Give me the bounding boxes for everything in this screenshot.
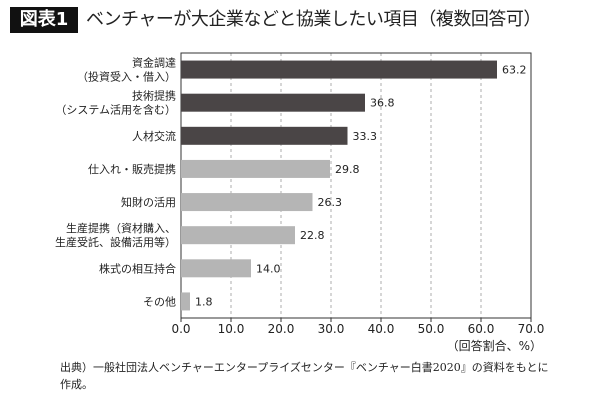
data-label: 22.8 [300, 229, 325, 242]
data-label: 14.0 [256, 262, 281, 275]
data-label: 33.3 [353, 130, 378, 143]
category-label: 仕入れ・販売提携 [88, 162, 176, 176]
bar [181, 60, 497, 79]
x-axis-label: （回答割合、%） [446, 339, 542, 353]
category-label: 資金調達 [132, 56, 176, 70]
category-label: 技術提携 [132, 89, 176, 103]
plot-frame [180, 52, 532, 319]
chart-title: ベンチャーが大企業などと協業したい項目（複数回答可） [86, 9, 541, 30]
category-label: 生産受託、設備活用等） [55, 235, 176, 249]
bar [181, 259, 251, 278]
bar [181, 292, 190, 311]
x-tick-label: 70.0 [518, 322, 545, 336]
x-tick-label: 60.0 [468, 322, 495, 336]
x-tick-label: 0.0 [171, 322, 190, 336]
bar [181, 193, 313, 212]
category-label: 知財の活用 [121, 195, 176, 209]
x-tick-label: 20.0 [268, 322, 295, 336]
category-label: （システム活用を含む） [55, 103, 176, 117]
data-label: 63.2 [502, 64, 527, 77]
category-label: （投資受入・借入） [77, 70, 176, 84]
data-label: 29.8 [335, 163, 360, 176]
bar [181, 159, 330, 178]
data-label: 1.8 [195, 295, 213, 308]
data-label: 36.8 [370, 97, 395, 110]
source-note: 出典）一般社団法人ベンチャーエンタープライズセンター『ベンチャー白書2020』の… [60, 361, 549, 391]
x-tick-label: 40.0 [368, 322, 395, 336]
bar [181, 226, 295, 245]
x-tick-label: 50.0 [418, 322, 445, 336]
category-label: 生産提携（資材購入、 [66, 221, 176, 235]
figure-badge: 図表1 [10, 7, 78, 33]
x-tick-label: 10.0 [218, 322, 245, 336]
category-label: その他 [143, 295, 176, 308]
data-label: 26.3 [318, 196, 343, 209]
bar [181, 93, 365, 112]
category-label: 株式の相互持合 [99, 261, 176, 275]
x-tick-label: 30.0 [318, 322, 345, 336]
category-label: 人材交流 [132, 129, 176, 143]
bar [181, 126, 348, 145]
